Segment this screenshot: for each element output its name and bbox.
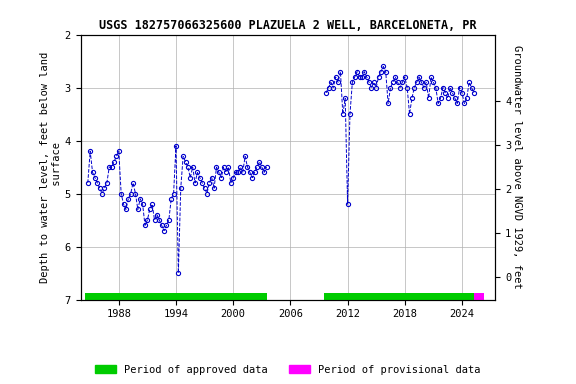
Title: USGS 182757066325600 PLAZUELA 2 WELL, BARCELONETA, PR: USGS 182757066325600 PLAZUELA 2 WELL, BA… [99,19,477,32]
Bar [475,293,484,300]
Legend: Period of approved data, Period of provisional data: Period of approved data, Period of provi… [91,361,485,379]
Y-axis label: Depth to water level, feet below land
 surface: Depth to water level, feet below land su… [40,51,62,283]
Y-axis label: Groundwater level above NGVD 1929, feet: Groundwater level above NGVD 1929, feet [513,45,522,289]
Bar [324,293,475,300]
Bar [85,293,267,300]
